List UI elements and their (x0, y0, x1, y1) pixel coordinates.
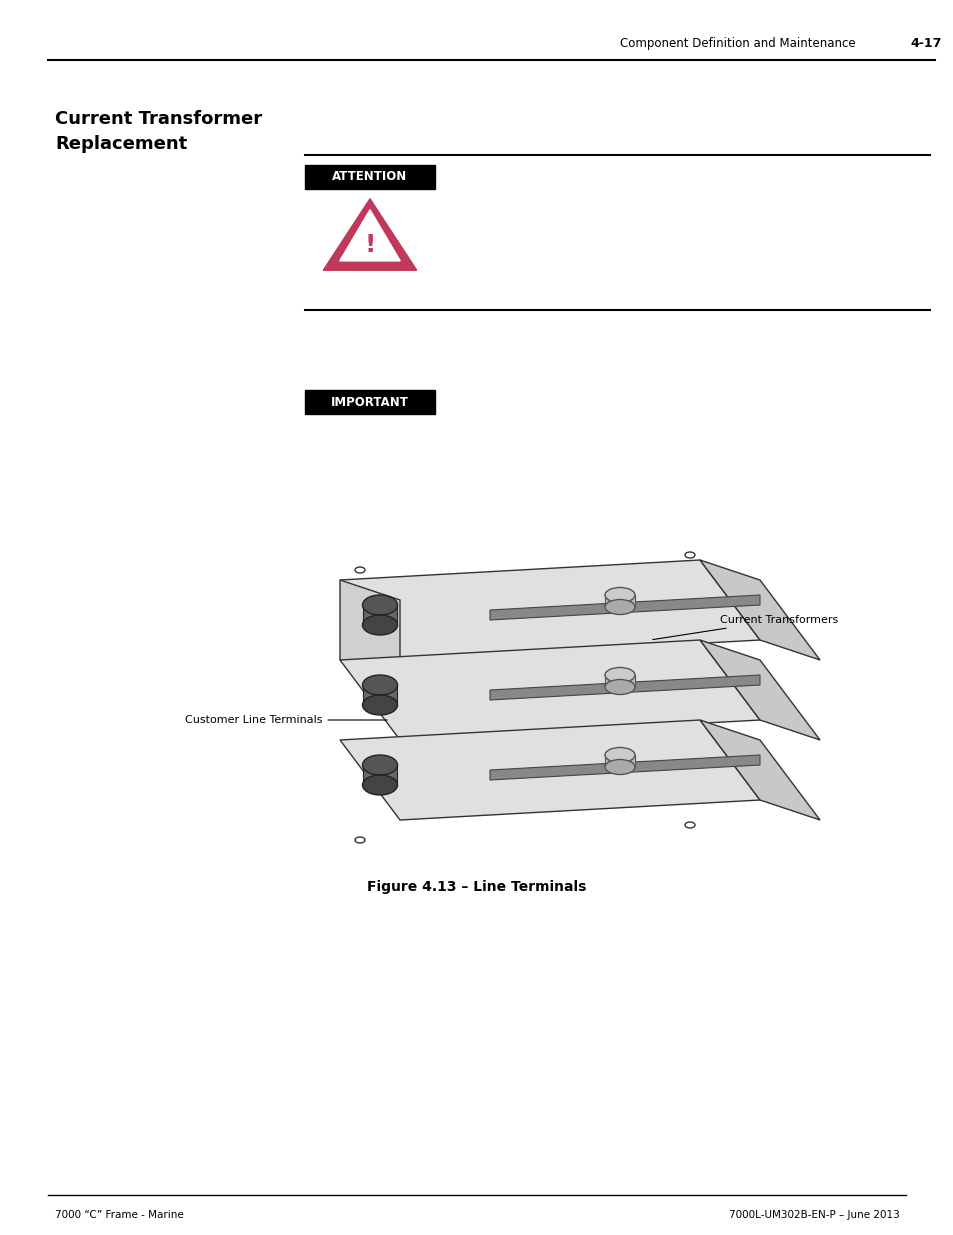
Ellipse shape (362, 676, 397, 695)
Polygon shape (339, 559, 760, 659)
Ellipse shape (362, 595, 397, 615)
Polygon shape (490, 755, 760, 781)
Text: Replacement: Replacement (55, 135, 187, 153)
Polygon shape (700, 559, 820, 659)
Text: Current Transformer: Current Transformer (55, 110, 262, 128)
Ellipse shape (362, 695, 397, 715)
Polygon shape (604, 595, 635, 606)
Text: ATTENTION: ATTENTION (332, 170, 407, 184)
Ellipse shape (604, 747, 635, 762)
FancyBboxPatch shape (305, 165, 435, 189)
Polygon shape (339, 580, 399, 680)
Ellipse shape (604, 760, 635, 774)
Ellipse shape (362, 776, 397, 795)
Polygon shape (604, 676, 635, 687)
Text: 7000L-UM302B-EN-P – June 2013: 7000L-UM302B-EN-P – June 2013 (728, 1210, 899, 1220)
Polygon shape (363, 685, 396, 705)
Ellipse shape (684, 552, 695, 558)
Polygon shape (604, 755, 635, 767)
Text: IMPORTANT: IMPORTANT (331, 395, 409, 409)
Text: !: ! (364, 233, 375, 257)
Polygon shape (363, 605, 396, 625)
Polygon shape (339, 210, 400, 261)
Ellipse shape (362, 615, 397, 635)
Ellipse shape (604, 667, 635, 683)
Ellipse shape (355, 837, 365, 844)
Ellipse shape (362, 755, 397, 776)
Polygon shape (363, 764, 396, 785)
Text: Component Definition and Maintenance: Component Definition and Maintenance (619, 37, 855, 49)
Ellipse shape (604, 588, 635, 603)
Ellipse shape (604, 599, 635, 615)
Polygon shape (700, 640, 820, 740)
Polygon shape (700, 720, 820, 820)
Text: 7000 “C” Frame - Marine: 7000 “C” Frame - Marine (55, 1210, 184, 1220)
Text: Current Transformers: Current Transformers (652, 615, 838, 640)
Ellipse shape (355, 567, 365, 573)
Polygon shape (323, 199, 416, 270)
Text: Customer Line Terminals: Customer Line Terminals (185, 715, 387, 725)
Polygon shape (490, 676, 760, 700)
Text: 4-17: 4-17 (909, 37, 941, 49)
Polygon shape (490, 595, 760, 620)
Ellipse shape (684, 823, 695, 827)
Polygon shape (339, 720, 760, 820)
FancyBboxPatch shape (305, 390, 435, 414)
Text: Figure 4.13 – Line Terminals: Figure 4.13 – Line Terminals (367, 881, 586, 894)
Polygon shape (339, 640, 760, 740)
Ellipse shape (604, 679, 635, 694)
